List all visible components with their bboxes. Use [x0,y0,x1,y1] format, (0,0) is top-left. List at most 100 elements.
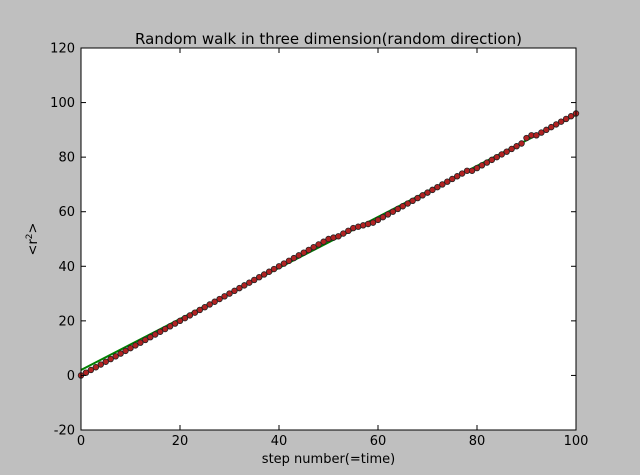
data-point [553,121,560,128]
data-point [137,339,144,346]
data-point [493,153,500,161]
data-point [176,317,184,325]
data-point [221,293,228,300]
data-point [256,274,263,281]
data-point [236,284,243,292]
data-point [399,203,406,210]
data-point [473,164,481,172]
data-point [102,358,109,365]
data-point [300,249,307,256]
data-point [206,301,213,308]
y-tick-label: 40 [58,260,75,275]
data-point [315,241,322,248]
x-axis-label: step number(=time) [262,452,395,467]
data-point [483,159,491,166]
data-point [454,173,461,180]
plot-frame [80,47,577,431]
data-point [508,145,515,153]
data-point [211,298,218,305]
data-point [562,115,570,123]
data-point [231,287,238,295]
x-tick-label: 80 [469,434,486,449]
data-point [379,213,387,221]
y-ticks: -20 0 20 40 60 80 100 120 [50,42,576,439]
data-point [196,306,203,314]
data-point [518,140,525,147]
data-point [275,263,283,270]
data-point [335,233,342,240]
data-point [107,355,114,363]
data-points-layer [77,110,580,379]
data-point [498,151,505,158]
data-point [152,331,159,338]
y-tick-label: 60 [58,205,75,220]
data-point [434,183,441,191]
data-point [468,167,476,174]
data-point [389,208,397,215]
data-point [419,192,426,199]
data-point [439,181,446,188]
data-point [533,132,540,139]
data-point [132,342,139,349]
data-point [394,205,401,213]
data-point [191,309,199,316]
data-point [567,113,575,120]
x-tick-label: 0 [77,434,85,449]
data-point [449,175,456,183]
data-point [92,364,100,371]
data-point [87,366,95,374]
data-point [538,129,545,136]
data-point [181,314,189,322]
y-tick-label: 100 [50,96,75,111]
data-point [171,320,179,327]
data-point [260,271,268,278]
data-point [280,260,288,267]
data-point [414,194,421,202]
data-point [112,353,119,360]
data-point [320,238,327,245]
data-point [122,347,129,355]
data-point [458,170,466,177]
data-point [374,216,382,224]
data-point [548,123,555,131]
data-point [543,126,550,134]
data-point [285,257,293,265]
data-point [142,336,149,344]
data-point [290,254,298,262]
x-ticks: 0 20 40 60 80 100 [77,48,589,449]
data-point [270,265,278,273]
y-axis-label-sup: 2 [25,233,35,239]
data-point [384,211,392,218]
data-point [488,156,496,164]
data-point [444,178,451,185]
data-point [156,328,164,335]
data-point [201,304,208,311]
y-tick-label: 0 [67,369,75,384]
data-point [340,230,347,237]
data-point [127,344,134,352]
x-tick-label: 40 [271,434,288,449]
y-axis-label: <r2> [25,223,41,256]
data-point [310,243,317,251]
data-point [147,334,154,341]
data-point [251,276,258,284]
data-point [523,134,530,142]
data-point [117,350,124,357]
y-tick-label: 20 [58,314,75,329]
data-point [429,186,436,194]
data-point [226,290,233,297]
data-point [424,189,431,196]
data-point [241,282,248,289]
data-point [404,200,411,207]
data-point [246,279,253,286]
x-tick-label: 100 [564,434,589,449]
data-point [369,219,377,226]
x-tick-label: 60 [370,434,387,449]
y-axis-label-base: <r [26,239,41,256]
data-point [97,361,104,368]
chart-title: Random walk in three dimension(random di… [135,30,522,48]
data-point [265,268,273,275]
x-tick-label: 20 [172,434,189,449]
data-point [345,227,352,235]
